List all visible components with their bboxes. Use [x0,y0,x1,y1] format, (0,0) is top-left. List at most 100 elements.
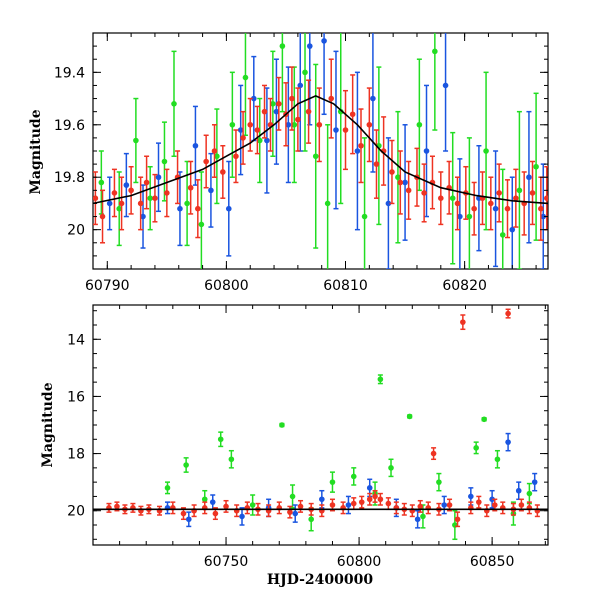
red-data-point [174,150,181,205]
blue-marker [540,213,547,220]
red-data-point [289,66,295,131]
red-marker [389,169,395,175]
red-marker [111,190,118,196]
red-data-point [496,163,502,223]
red-marker [544,195,548,201]
red-marker [358,499,365,505]
green-marker [329,479,336,485]
red-data-point [358,495,365,509]
top-y-tick-label: 19.6 [54,118,85,134]
red-data-point [484,504,490,518]
red-marker [328,95,335,102]
top-y-tick-label: 19.8 [54,170,85,186]
green-data-point [302,33,308,152]
blue-data-point [370,33,376,173]
green-data-point [249,494,256,516]
red-data-point [111,168,118,218]
red-marker [128,187,134,194]
green-marker [217,436,224,443]
red-data-point [223,499,229,513]
red-marker [460,319,466,325]
blue-marker [402,179,408,186]
green-marker [324,200,331,207]
red-data-point [358,108,364,184]
red-marker [240,135,246,141]
red-data-point [233,129,239,184]
green-marker [201,496,208,503]
blue-data-point [509,176,516,269]
red-data-point [513,168,519,228]
blue-marker [515,487,522,494]
blue-marker [239,513,245,520]
top-plot-frame [92,32,549,270]
blue-data-point [225,160,232,257]
red-data-point [118,176,125,231]
blue-data-point [164,501,171,515]
red-data-point [319,504,325,518]
blue-marker [123,182,130,188]
blue-marker [505,439,511,445]
bottom-x-tick-label: 60800 [337,554,382,570]
blue-marker [185,516,192,523]
blue-data-point [333,50,339,210]
red-data-point [305,79,312,144]
green-marker [395,174,401,181]
red-marker [297,503,304,510]
green-data-point [388,458,394,478]
blue-data-point [402,124,408,241]
blue-marker [209,499,216,505]
red-marker [373,161,380,167]
blue-data-point [442,33,449,152]
red-marker [137,200,144,207]
red-data-point [488,176,494,231]
red-data-point [233,504,240,518]
red-marker [289,95,295,102]
blue-data-point [540,163,547,269]
red-marker [358,142,364,149]
red-marker [254,127,261,133]
red-data-point [201,501,208,515]
blue-marker [319,496,325,503]
green-marker [302,69,308,76]
blue-marker [423,148,430,154]
blue-marker [264,137,270,144]
blue-marker [106,200,113,207]
red-data-point [446,498,453,512]
red-marker [99,213,106,220]
blue-data-point [526,110,532,244]
blue-marker [345,502,352,508]
red-data-point [295,87,301,152]
red-marker [476,499,482,505]
red-marker [305,108,312,115]
red-data-point [521,171,527,236]
red-marker [152,195,158,201]
red-data-point [526,501,533,515]
green-marker [291,121,298,128]
blue-marker [292,510,299,517]
green-marker [516,187,523,194]
red-data-point [138,505,144,516]
red-data-point [405,160,412,220]
blue-marker [442,82,449,89]
red-marker [454,200,461,207]
green-marker [473,445,479,451]
green-data-point [499,168,506,269]
red-data-point [287,505,293,519]
blue-marker [306,43,313,49]
blue-marker [509,226,516,233]
red-data-point [99,189,106,244]
bottom-x-axis-title: HJD-2400000 [267,572,374,588]
blue-marker [414,516,421,523]
blue-marker [366,485,373,491]
red-marker [233,153,239,160]
red-data-point [328,58,335,139]
blue-marker [177,205,183,212]
bottom-chart-panel: Magnitude HJD-2400000 60750 60800 60850 14 1… [40,304,549,588]
red-data-point [130,502,136,513]
green-data-point [449,131,456,265]
green-marker [171,101,177,107]
red-data-point [504,179,511,239]
blue-data-point [306,33,313,126]
green-data-point [242,33,249,137]
